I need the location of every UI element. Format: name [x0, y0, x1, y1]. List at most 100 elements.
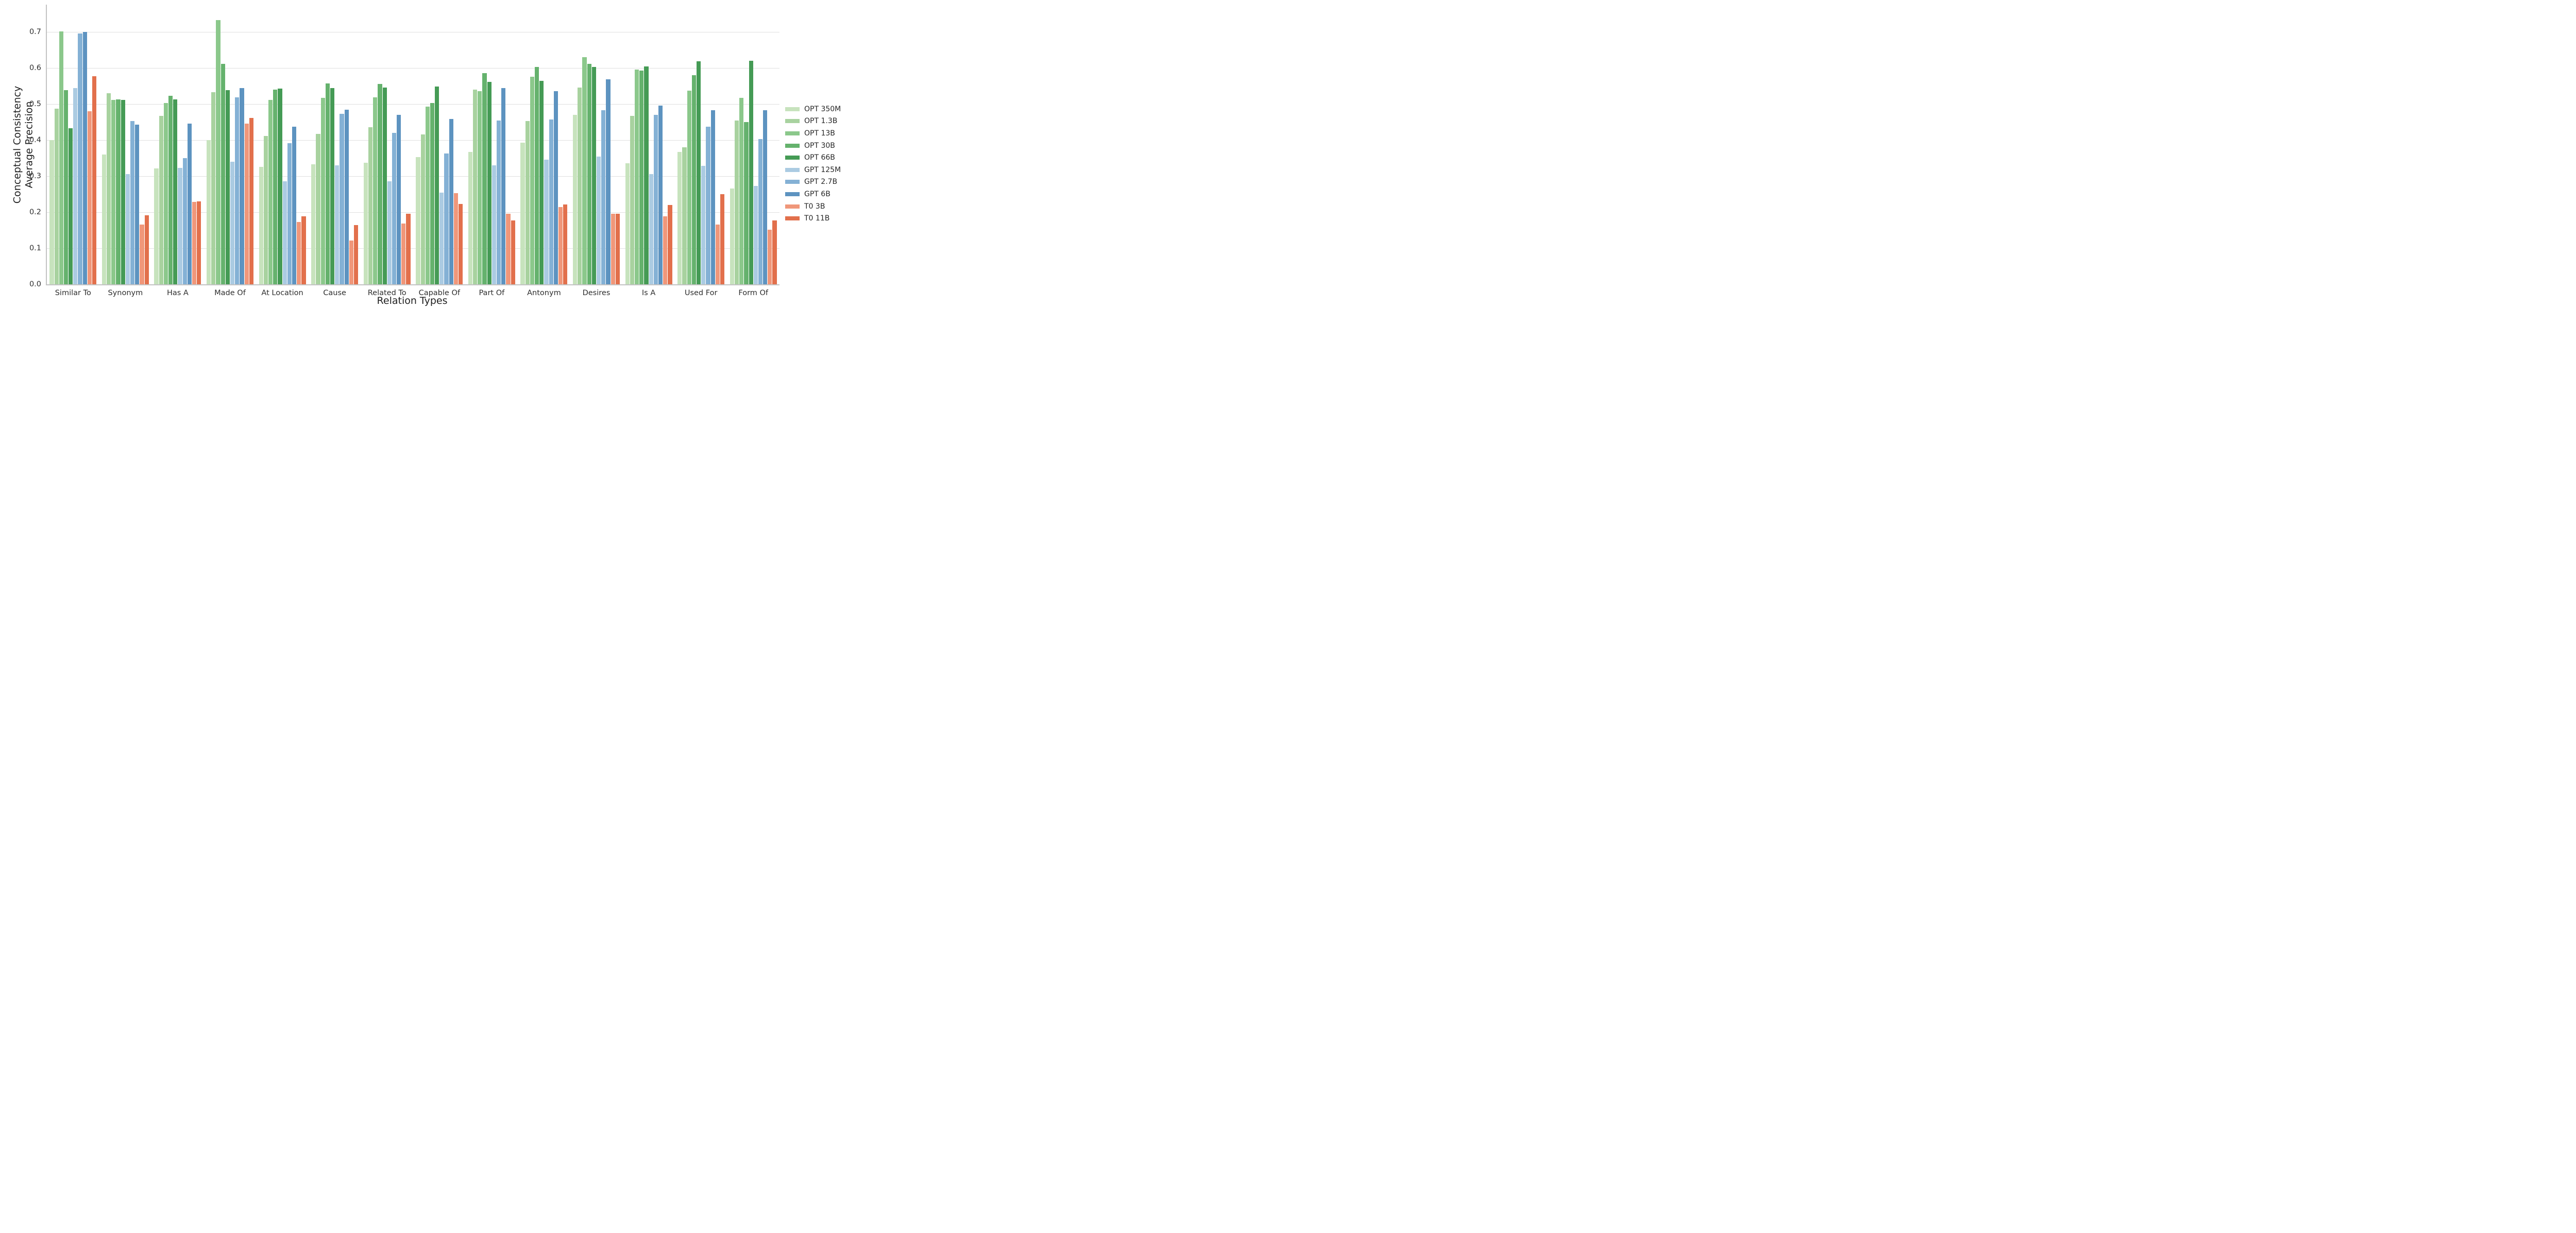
bar: [182, 158, 187, 284]
bar: [497, 120, 501, 284]
legend-item: OPT 350M: [785, 103, 841, 115]
bar: [715, 225, 720, 284]
bar: [720, 194, 725, 284]
bar: [687, 91, 691, 284]
x-tick-label: Part Of: [479, 289, 505, 297]
legend-item: GPT 6B: [785, 188, 841, 200]
bar: [691, 75, 696, 284]
bar: [420, 134, 425, 284]
y-tick-label: 0.0: [29, 280, 41, 288]
bar: [216, 20, 221, 284]
bar: [644, 66, 649, 284]
legend-swatch: [785, 192, 800, 196]
bar: [611, 214, 615, 284]
bar-group: Cause: [309, 5, 361, 297]
bar: [506, 213, 511, 284]
bar: [292, 126, 297, 284]
bar: [416, 157, 420, 284]
bar: [173, 99, 178, 284]
legend-item: OPT 13B: [785, 127, 841, 140]
bar: [668, 204, 672, 284]
bar: [197, 201, 201, 284]
bar: [744, 122, 749, 284]
bar: [539, 80, 544, 284]
bar-group: Capable Of: [413, 5, 466, 297]
bar: [435, 87, 439, 284]
bar: [192, 201, 197, 284]
bar: [163, 103, 168, 284]
bar: [287, 143, 292, 284]
y-axis-title-line2: Average Precision: [23, 101, 35, 189]
bar: [82, 32, 87, 284]
bar: [706, 126, 710, 284]
y-tick-label: 0.7: [29, 27, 41, 36]
legend-label: GPT 125M: [804, 165, 841, 174]
bar: [278, 89, 282, 284]
bar: [449, 119, 453, 284]
bar: [677, 151, 682, 284]
x-tick-label: Similar To: [55, 289, 91, 297]
y-axis-title: Conceptual Consistency Average Precision: [12, 5, 37, 285]
legend-item: OPT 66B: [785, 151, 841, 164]
bar: [320, 97, 325, 284]
legend-label: OPT 1.3B: [804, 117, 838, 126]
legend-swatch: [785, 156, 800, 160]
bar: [578, 88, 582, 284]
legend-label: T0 11B: [804, 214, 830, 223]
bar: [468, 151, 473, 284]
bar: [59, 31, 63, 284]
x-tick-label: Has A: [166, 289, 189, 297]
bar: [663, 216, 668, 284]
legend-label: GPT 2.7B: [804, 178, 838, 186]
legend-label: OPT 30B: [804, 141, 835, 150]
bar: [340, 113, 344, 284]
bar: [69, 128, 73, 284]
bar: [653, 115, 658, 284]
bar: [596, 156, 601, 284]
bar: [225, 90, 230, 284]
bar: [535, 66, 539, 284]
bar: [111, 99, 116, 284]
bar-group: Synonym: [99, 5, 152, 297]
y-tick-label: 0.2: [29, 208, 41, 216]
bar: [135, 124, 140, 284]
bar: [259, 166, 263, 284]
bar: [211, 92, 216, 284]
bar: [78, 33, 82, 284]
legend-label: OPT 350M: [804, 105, 841, 113]
bar: [439, 193, 444, 284]
bar: [140, 224, 144, 284]
bar: [501, 88, 506, 284]
bar: [511, 220, 515, 284]
x-tick-label: Cause: [323, 289, 346, 297]
bar: [701, 166, 706, 284]
bar: [758, 139, 763, 284]
bar: [601, 110, 606, 284]
legend-swatch: [785, 216, 800, 221]
bar: [406, 214, 411, 284]
bar-group: Part Of: [466, 5, 518, 297]
bar: [635, 70, 639, 284]
bar: [335, 165, 340, 284]
bar: [282, 181, 287, 284]
bar: [591, 66, 596, 284]
bar: [573, 114, 578, 284]
x-tick-label: Related To: [367, 289, 406, 297]
bar: [487, 81, 492, 284]
bar: [649, 174, 653, 284]
bar: [353, 225, 359, 284]
bar: [387, 181, 392, 284]
bar-group: Related To: [361, 5, 413, 297]
bar: [207, 140, 211, 284]
x-tick-label: Is A: [641, 289, 656, 297]
bar: [363, 162, 368, 284]
bar-group: Is A: [622, 5, 675, 297]
x-tick-label: Synonym: [108, 289, 143, 297]
bar: [54, 108, 59, 284]
bar: [768, 230, 772, 284]
bar: [301, 216, 306, 284]
x-tick-label: Form Of: [738, 289, 769, 297]
bar: [63, 90, 69, 284]
bar: [730, 188, 734, 284]
bar: [658, 106, 663, 284]
